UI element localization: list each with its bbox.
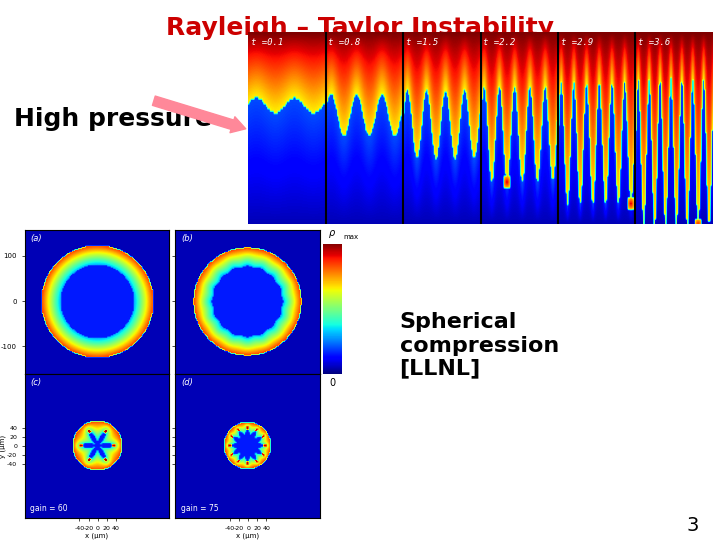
Y-axis label: y (μm): y (μm) bbox=[0, 435, 6, 458]
Text: gain = 60: gain = 60 bbox=[30, 504, 68, 512]
X-axis label: x (μm): x (μm) bbox=[86, 532, 109, 539]
Text: t =3.6: t =3.6 bbox=[638, 38, 670, 47]
Text: $\rho$: $\rho$ bbox=[328, 228, 336, 240]
Text: t =0.8: t =0.8 bbox=[328, 38, 361, 47]
Text: gain = 75: gain = 75 bbox=[181, 504, 219, 512]
X-axis label: x (μm): x (μm) bbox=[236, 532, 259, 539]
Text: t =2.9: t =2.9 bbox=[561, 38, 593, 47]
Text: Spherical
compression
[LLNL]: Spherical compression [LLNL] bbox=[400, 313, 559, 379]
Text: (c): (c) bbox=[30, 379, 42, 387]
Text: t =0.1: t =0.1 bbox=[251, 38, 283, 47]
Text: t =1.5: t =1.5 bbox=[406, 38, 438, 47]
FancyArrowPatch shape bbox=[153, 96, 246, 133]
Text: 3: 3 bbox=[686, 516, 698, 535]
Text: Rayleigh – Taylor Instability: Rayleigh – Taylor Instability bbox=[166, 16, 554, 40]
Text: (a): (a) bbox=[30, 234, 42, 243]
Text: (b): (b) bbox=[181, 234, 193, 243]
Text: max: max bbox=[343, 234, 359, 240]
Text: t =2.2: t =2.2 bbox=[483, 38, 516, 47]
Text: High pressure: High pressure bbox=[14, 107, 212, 131]
Text: 0: 0 bbox=[329, 378, 336, 388]
Text: (d): (d) bbox=[181, 379, 193, 387]
